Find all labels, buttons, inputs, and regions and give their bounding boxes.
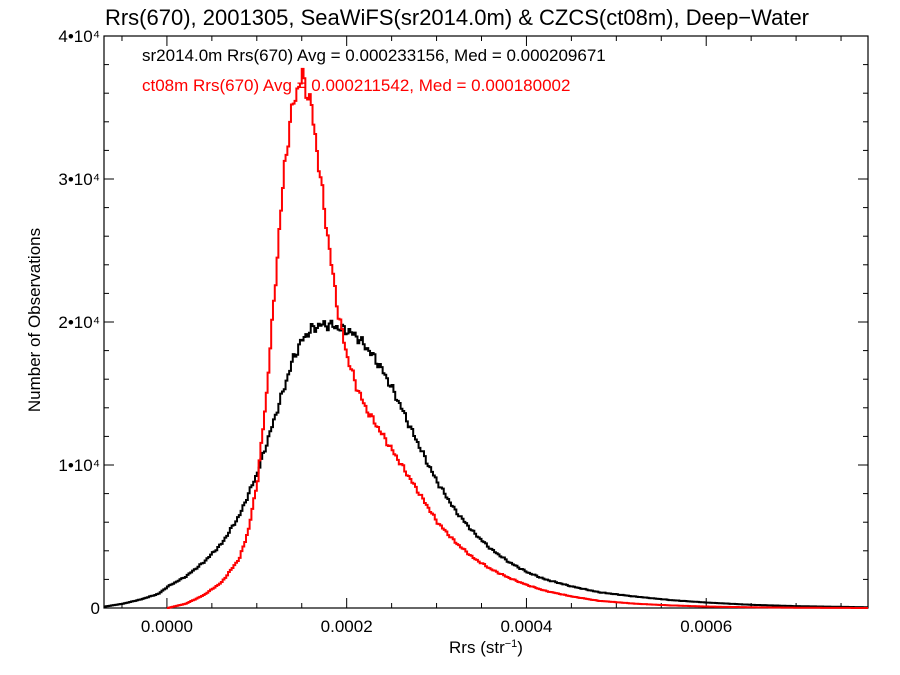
y-tick-label: 4•10⁴: [58, 27, 100, 46]
legend-entry-sr2014: sr2014.0m Rrs(670) Avg = 0.000233156, Me…: [142, 46, 606, 65]
legend-entry-ct08m: ct08m Rrs(670) Avg = 0.000211542, Med = …: [142, 76, 570, 95]
y-tick-label: 0: [91, 599, 100, 618]
x-axis-label: Rrs (str−1): [449, 638, 523, 657]
plot-frame: [103, 35, 869, 609]
x-tick-label: 0.0004: [500, 617, 552, 636]
series-line-ct08m: [166, 67, 868, 609]
y-tick-label: 2•10⁴: [58, 313, 100, 332]
chart-title: Rrs(670), 2001305, SeaWiFS(sr2014.0m) & …: [105, 5, 809, 30]
legend: sr2014.0m Rrs(670) Avg = 0.000233156, Me…: [142, 46, 606, 95]
y-tick-label: 3•10⁴: [58, 170, 100, 189]
series-line-sr2014: [104, 319, 868, 609]
x-tick-label: 0.0006: [680, 617, 732, 636]
y-axis-label: Number of Observations: [25, 228, 44, 412]
y-tick-label: 1•10⁴: [58, 456, 100, 475]
plot-area: 0 1•10⁴ 2•10⁴ 3•10⁴ 4•10⁴ 0.0000 0.0002 0.0004 0…: [58, 27, 869, 636]
x-tick-label: 0.0000: [141, 617, 193, 636]
x-tick-label: 0.0002: [321, 617, 373, 636]
